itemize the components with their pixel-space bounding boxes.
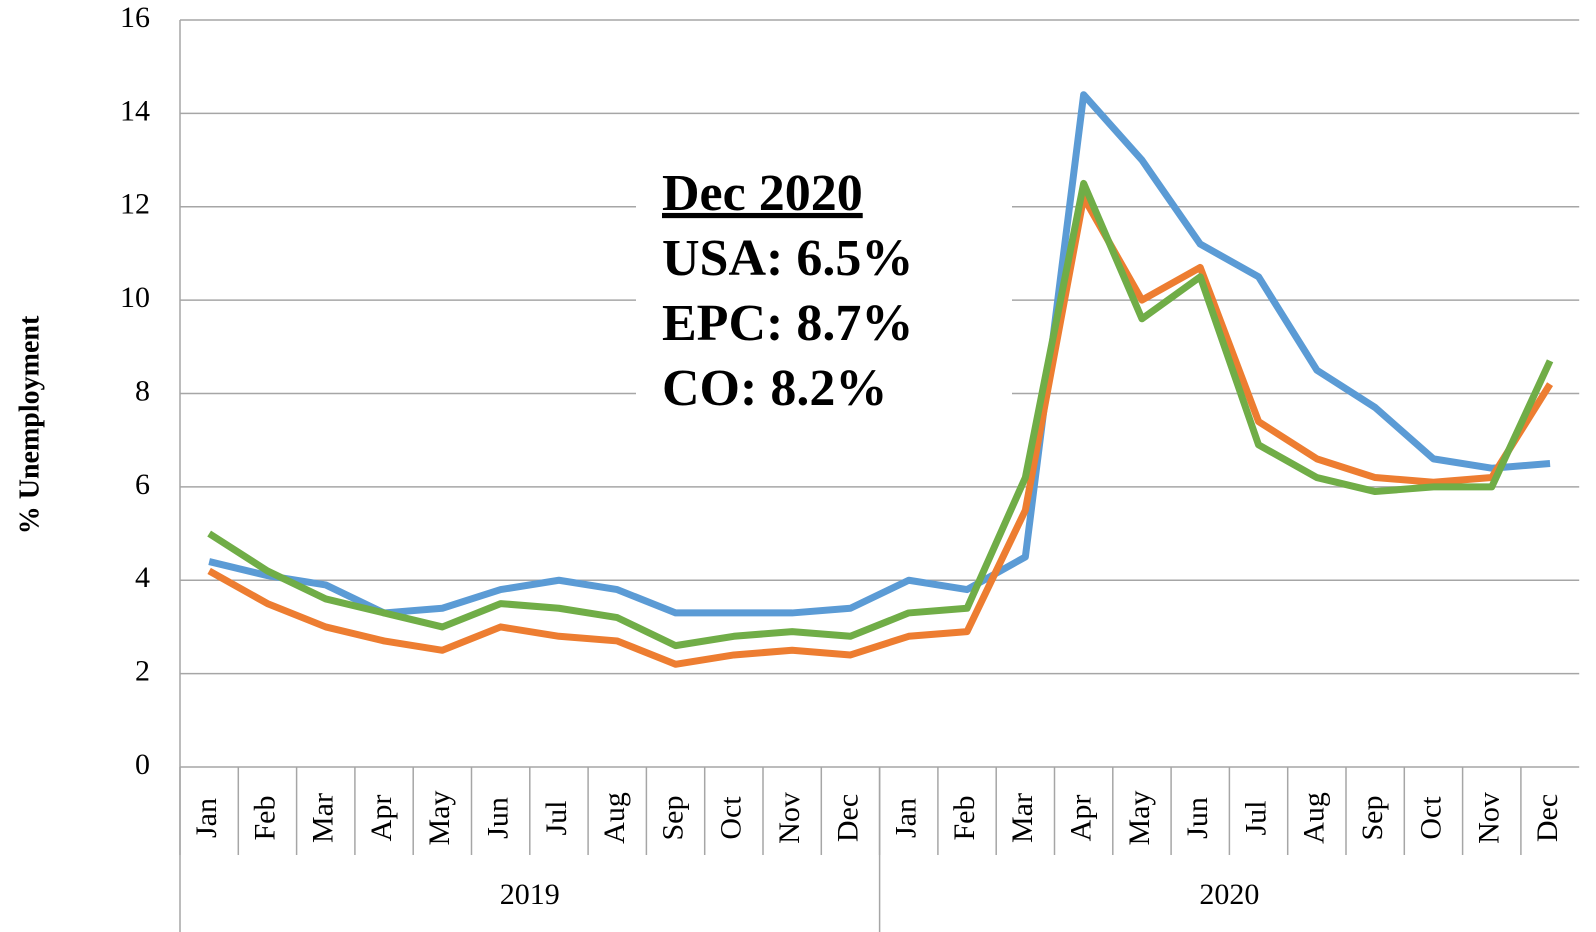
x-tick-label: Dec: [831, 794, 864, 842]
y-tick-label: 4: [135, 561, 150, 594]
x-tick-label: Nov: [1473, 792, 1506, 844]
x-tick-label: Jun: [1181, 797, 1214, 839]
y-tick-label: 16: [120, 1, 150, 34]
y-axis-label: % Unemployment: [14, 315, 45, 534]
x-tick-label: Jan: [890, 798, 923, 838]
y-tick-label: 12: [120, 188, 150, 221]
x-tick-label: Dec: [1531, 794, 1564, 842]
annotation: CO: 8.2%: [662, 360, 887, 417]
x-tick-label: Sep: [656, 796, 689, 841]
x-tick-label: Aug: [598, 792, 631, 844]
x-tick-label: Aug: [1298, 792, 1331, 844]
y-tick-label: 2: [135, 655, 150, 688]
line-series: [207, 179, 1554, 650]
annotation: EPC: 8.7%: [662, 295, 913, 352]
x-tick-label: Jul: [540, 800, 573, 835]
x-tick-label: May: [423, 791, 456, 846]
x-tick-label: Nov: [773, 792, 806, 844]
annotation: Dec 2020: [662, 165, 863, 222]
y-tick-label: 10: [120, 281, 150, 314]
annotation-box: [636, 165, 1012, 423]
x-tick-label: Feb: [948, 796, 981, 841]
x-tick-label: Jun: [482, 797, 515, 839]
y-tick-label: 0: [135, 748, 150, 781]
x-tick-label: May: [1123, 791, 1156, 846]
x-tick-label: Sep: [1356, 796, 1389, 841]
x-tick-label: Apr: [365, 795, 398, 842]
y-tick-label: 6: [135, 468, 150, 501]
group-label: 2020: [1199, 878, 1259, 911]
line-series: [207, 193, 1554, 668]
x-tick-label: Oct: [1414, 796, 1447, 840]
y-tick-label: 8: [135, 374, 150, 407]
y-tick-label: 14: [120, 94, 150, 127]
x-tick-label: Jul: [1239, 800, 1272, 835]
x-tick-label: Mar: [1006, 793, 1039, 843]
line-series: [208, 91, 1551, 617]
x-tick-label: Mar: [307, 793, 340, 843]
x-tick-label: Feb: [248, 796, 281, 841]
x-tick-label: Oct: [715, 796, 748, 840]
annotation: USA: 6.5%: [662, 230, 913, 287]
group-label: 2019: [500, 878, 560, 911]
x-tick-label: Apr: [1065, 795, 1098, 842]
x-tick-label: Jan: [190, 798, 223, 838]
